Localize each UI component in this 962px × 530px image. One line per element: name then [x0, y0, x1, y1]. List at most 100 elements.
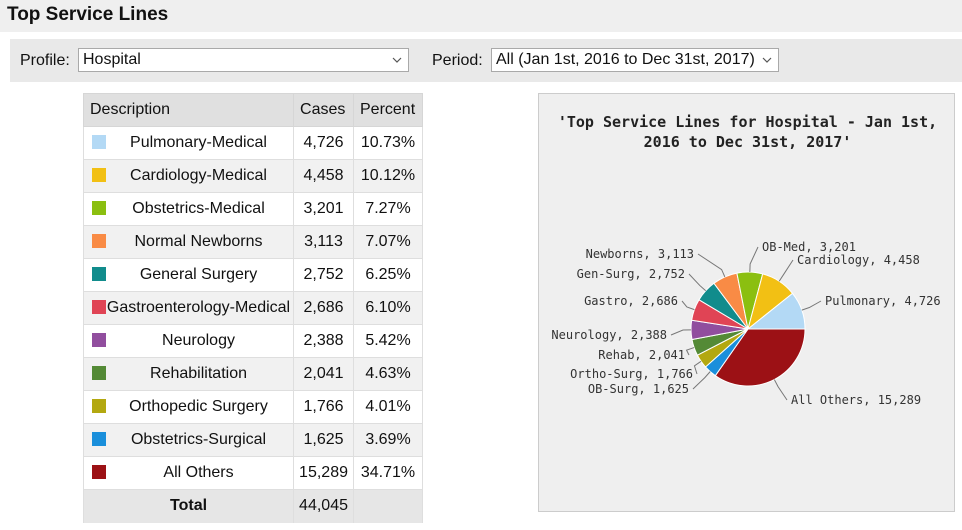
column-header-percent[interactable]: Percent	[353, 93, 423, 127]
cell-percent: 7.27%	[353, 192, 423, 226]
pie-data-label: Gen-Surg, 2,752	[577, 267, 685, 281]
pie-data-label: Rehab, 2,041	[598, 348, 685, 362]
page-title: Top Service Lines	[7, 4, 169, 25]
total-percent	[353, 489, 423, 523]
description-text: Cardiology-Medical	[130, 167, 267, 184]
chart-title-text: 'Top Service Lines for Hospital - Jan 1s…	[557, 113, 938, 151]
cell-cases: 2,388	[293, 324, 354, 358]
cell-cases: 1,766	[293, 390, 354, 424]
pie-data-label: OB-Surg, 1,625	[588, 382, 689, 396]
pie-leader-line	[693, 360, 702, 375]
table-row[interactable]: Rehabilitation 2,041 4.63%	[82, 357, 423, 391]
cell-cases: 3,201	[293, 192, 354, 226]
total-label: Total	[82, 489, 295, 523]
pie-data-label: All Others, 15,289	[791, 393, 921, 407]
cell-description: Rehabilitation	[82, 357, 295, 391]
period-select-value: All (Jan 1st, 2016 to Dec 31st, 2017)	[496, 51, 755, 68]
pie-leader-line	[801, 300, 822, 311]
cell-percent: 10.12%	[353, 159, 423, 193]
pie-chart: All Others, 15,289 OB-Surg, 1,625Ortho-Su…	[551, 240, 941, 407]
legend-swatch	[92, 366, 106, 380]
cell-cases: 2,041	[293, 357, 354, 391]
table-row[interactable]: Normal Newborns 3,113 7.07%	[82, 225, 423, 259]
cell-percent: 4.63%	[353, 357, 423, 391]
legend-swatch	[92, 267, 106, 281]
chart-title: 'Top Service Lines for Hospital - Jan 1s…	[539, 112, 956, 152]
table-row[interactable]: Orthopedic Surgery 1,766 4.01%	[82, 390, 423, 424]
table-row[interactable]: General Surgery 2,752 6.25%	[82, 258, 423, 292]
profile-label: Profile:	[20, 52, 70, 69]
description-text: Obstetrics-Medical	[132, 200, 265, 217]
column-header-cases[interactable]: Cases	[293, 93, 354, 127]
cell-percent: 7.07%	[353, 225, 423, 259]
table-row[interactable]: Neurology 2,388 5.42%	[82, 324, 423, 358]
table-row[interactable]: Obstetrics-Surgical 1,625 3.69%	[82, 423, 423, 457]
legend-swatch	[92, 399, 106, 413]
table-row[interactable]: Cardiology-Medical 4,458 10.12%	[82, 159, 423, 193]
pie-data-label: Ortho-Surg, 1,766	[570, 367, 693, 381]
pie-leader-line	[778, 259, 794, 282]
legend-swatch	[92, 234, 106, 248]
pie-leader-line	[685, 347, 695, 356]
legend-swatch	[92, 201, 106, 215]
pie-leader-line	[681, 300, 695, 311]
table-row[interactable]: Gastroenterology-Medical 2,686 6.10%	[82, 291, 423, 325]
cell-cases: 15,289	[293, 456, 354, 490]
profile-select[interactable]: Hospital	[78, 48, 409, 72]
cell-description: Neurology	[82, 324, 295, 358]
cell-percent: 34.71%	[353, 456, 423, 490]
pie-leader-line	[773, 379, 788, 401]
description-text: Gastroenterology-Medical	[106, 299, 291, 316]
description-text: Orthopedic Surgery	[129, 398, 268, 415]
table-row[interactable]: All Others 15,289 34.71%	[82, 456, 423, 490]
description-text: Obstetrics-Surgical	[130, 431, 267, 448]
total-cases: 44,045	[293, 489, 354, 523]
cell-cases: 1,625	[293, 423, 354, 457]
cell-cases: 3,113	[293, 225, 354, 259]
chevron-down-icon	[762, 57, 772, 63]
description-text: Normal Newborns	[134, 233, 263, 250]
cell-cases: 4,458	[293, 159, 354, 193]
table-total-row: Total 44,045	[82, 489, 423, 523]
pie-data-label: OB-Med, 3,201	[762, 240, 856, 254]
table-header-row: Description Cases Percent	[82, 93, 423, 127]
pie-data-label: Cardiology, 4,458	[797, 253, 920, 267]
pie-slice[interactable]	[746, 292, 806, 330]
column-header-description[interactable]: Description	[82, 93, 295, 127]
table-row[interactable]: Obstetrics-Medical 3,201 7.27%	[82, 192, 423, 226]
profile-select-value: Hospital	[83, 51, 141, 68]
cell-percent: 6.25%	[353, 258, 423, 292]
cell-description: Cardiology-Medical	[82, 159, 295, 193]
cell-description: Orthopedic Surgery	[82, 390, 295, 424]
cell-percent: 3.69%	[353, 423, 423, 457]
cell-description: Obstetrics-Medical	[82, 192, 295, 226]
legend-swatch	[92, 333, 106, 347]
table-row[interactable]: Pulmonary-Medical 4,726 10.73%	[82, 126, 423, 160]
period-select[interactable]: All (Jan 1st, 2016 to Dec 31st, 2017)	[491, 48, 779, 72]
legend-swatch	[92, 168, 106, 182]
cell-cases: 2,752	[293, 258, 354, 292]
period-label: Period:	[432, 52, 483, 69]
pie-data-label: Neurology, 2,388	[551, 328, 667, 342]
pie-data-label: Gastro, 2,686	[584, 294, 678, 308]
pie-leader-line	[692, 371, 711, 390]
description-text: Rehabilitation	[150, 365, 247, 382]
pie-leader-line	[688, 273, 707, 292]
cell-description: All Others	[82, 456, 295, 490]
cell-description: Pulmonary-Medical	[82, 126, 295, 160]
legend-swatch	[92, 432, 106, 446]
description-text: All Others	[163, 464, 234, 481]
pie-leader-line	[749, 246, 759, 273]
description-text: Pulmonary-Medical	[130, 134, 267, 151]
pie-data-label: Pulmonary, 4,726	[825, 294, 941, 308]
pie-leader-line	[697, 253, 726, 278]
chevron-down-icon	[392, 57, 402, 63]
filter-bar: Profile: Hospital Period: All (Jan 1st, …	[10, 39, 962, 82]
legend-swatch	[92, 135, 106, 149]
page-header: Top Service Lines	[0, 0, 962, 32]
cell-percent: 10.73%	[353, 126, 423, 160]
cell-cases: 2,686	[293, 291, 354, 325]
cell-percent: 4.01%	[353, 390, 423, 424]
cell-percent: 6.10%	[353, 291, 423, 325]
service-lines-table: Description Cases Percent Pulmonary-Medi…	[82, 93, 423, 523]
